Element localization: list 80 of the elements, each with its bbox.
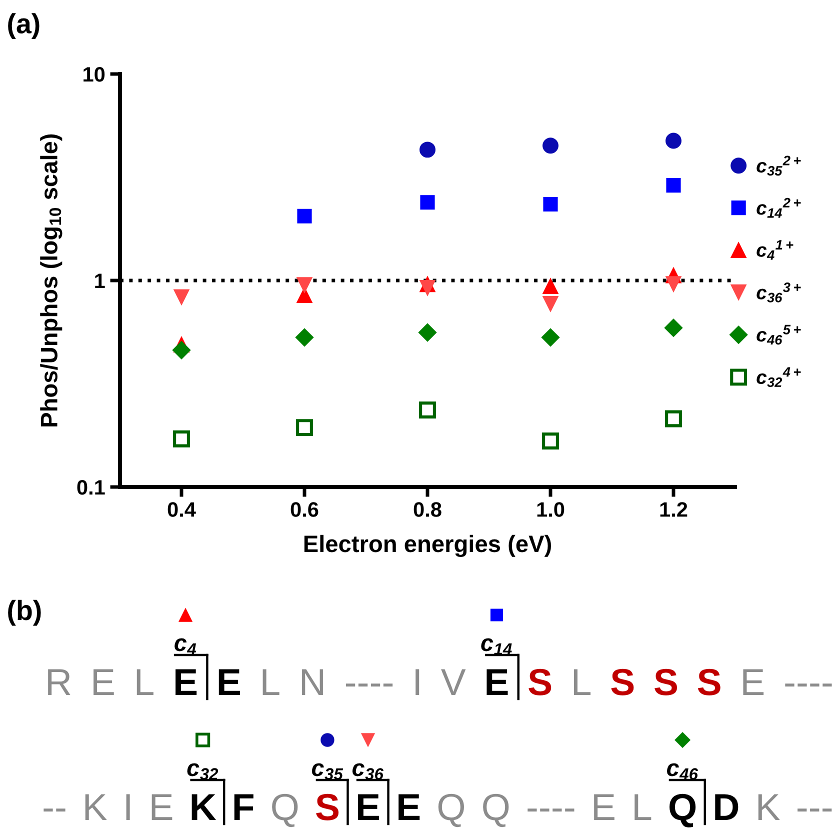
- text: c$_{4}$: [174, 638, 196, 655]
- point: [665, 410, 682, 428]
- legend-label: c$_{46}$$^{5+}$: [756, 324, 801, 345]
- category-label: E: [486, 669, 508, 695]
- point: [419, 402, 436, 418]
- y-tick-label: 10: [84, 67, 105, 82]
- category-label: ---: [798, 808, 832, 812]
- chart-title: (a): [8, 13, 40, 40]
- category-label: F: [234, 794, 254, 820]
- y-axis-title: Phos/Unphos (log$_{10}$ scale): [40, 134, 62, 426]
- category-label: S: [528, 668, 552, 696]
- category-label: E: [176, 669, 197, 695]
- point: [664, 318, 683, 338]
- y-tick-label: 1: [95, 274, 105, 288]
- category-label: S: [611, 668, 634, 696]
- point: [297, 208, 312, 224]
- point: [542, 278, 558, 294]
- category-label: ----: [785, 684, 832, 687]
- point: [666, 178, 681, 193]
- point: [542, 296, 558, 312]
- category-label: Q: [483, 794, 509, 828]
- x-tick-label: 1.2: [660, 502, 688, 517]
- point: [295, 328, 314, 347]
- point: [296, 419, 313, 436]
- point: [420, 195, 435, 210]
- category-label: S: [316, 794, 339, 820]
- category-label: Q: [272, 794, 298, 828]
- category-label: S: [654, 668, 678, 696]
- point: [418, 323, 437, 342]
- point: [666, 276, 682, 292]
- point: [542, 432, 559, 450]
- category-label: D: [715, 794, 738, 820]
- category-label: E: [94, 669, 114, 695]
- point: [172, 340, 191, 360]
- category-label: E: [743, 669, 764, 695]
- x-axis-title: Electron energies (eV): [304, 534, 551, 558]
- y-tick-label: 0.1: [77, 480, 105, 495]
- text: (b): [8, 600, 41, 626]
- category-label: Q: [670, 794, 696, 828]
- category-label: ----: [528, 808, 574, 812]
- legend-label: c$_{32}$$^{4+}$: [756, 367, 801, 388]
- category-label: Q: [438, 794, 464, 828]
- category-label: E: [358, 794, 380, 820]
- point: [420, 142, 436, 158]
- point: [174, 289, 190, 306]
- x-tick-label: 0.4: [168, 502, 196, 517]
- legend-label: c$_{14}$$^{2+}$: [756, 198, 801, 218]
- legend-label: c$_{35}$$^{2+}$: [756, 156, 801, 176]
- category-label: K: [192, 794, 216, 820]
- category-label: L: [574, 669, 591, 695]
- category-label: E: [218, 669, 240, 695]
- category-label: --: [44, 808, 66, 812]
- category-label: K: [85, 794, 107, 820]
- category-label: E: [152, 794, 172, 820]
- point: [666, 132, 682, 149]
- legend-label: c$_{4}$$^{1+}$: [756, 240, 794, 260]
- category-label: E: [398, 794, 420, 820]
- category-label: V: [441, 669, 466, 695]
- point: [541, 328, 560, 347]
- point: [296, 277, 312, 294]
- category-label: I: [126, 794, 130, 820]
- category-label: L: [634, 794, 652, 820]
- point: [420, 280, 436, 296]
- category-label: R: [48, 669, 70, 695]
- legend-label: c$_{36}$$^{3+}$: [756, 282, 801, 302]
- category-label: I: [416, 669, 420, 695]
- category-label: N: [302, 669, 323, 695]
- x-tick-label: 0.6: [290, 502, 318, 517]
- point: [543, 196, 558, 212]
- category-label: E: [594, 794, 614, 820]
- category-label: L: [262, 669, 280, 695]
- point: [173, 430, 190, 448]
- x-tick-label: 1.0: [537, 502, 564, 517]
- category-label: S: [698, 668, 720, 696]
- text: c$_{46}$: [666, 763, 698, 780]
- category-label: L: [136, 669, 154, 695]
- x-tick-label: 0.8: [414, 502, 442, 517]
- point: [542, 138, 558, 154]
- category-label: ----: [346, 684, 393, 687]
- category-label: K: [758, 794, 780, 820]
